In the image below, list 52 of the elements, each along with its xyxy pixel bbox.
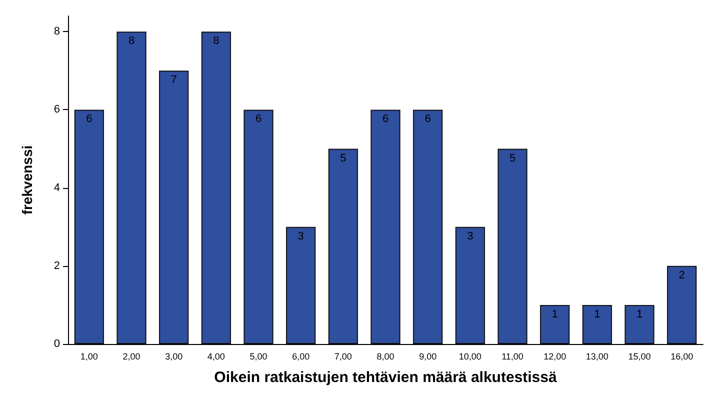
bar <box>370 110 400 344</box>
x-tick-label: 9,00 <box>419 352 437 362</box>
data-label: 3 <box>298 230 304 242</box>
x-tick-label: 5,00 <box>250 352 268 362</box>
data-label: 6 <box>255 113 262 126</box>
y-tick-label: 6 <box>54 104 60 116</box>
bar <box>328 148 358 344</box>
x-tick-label: 8,00 <box>376 352 394 362</box>
data-label: 6 <box>86 113 92 126</box>
y-tick-label: 8 <box>54 26 60 38</box>
x-tick-label: 6,00 <box>292 352 310 362</box>
x-tick-label: 10,00 <box>458 352 482 362</box>
bar <box>540 304 570 344</box>
bar <box>624 304 654 344</box>
x-tick-label: 1,00 <box>80 352 98 362</box>
data-label: 7 <box>170 74 177 86</box>
bar <box>498 148 528 344</box>
data-label: 8 <box>213 35 220 48</box>
x-tick-label: 15,00 <box>628 352 651 362</box>
bar <box>201 32 231 344</box>
data-label: 3 <box>467 230 474 242</box>
data-label: 6 <box>382 113 389 126</box>
x-tick-label: 16,00 <box>670 352 694 362</box>
bar <box>413 110 443 344</box>
x-tick-label: 4,00 <box>207 352 225 362</box>
y-axis-title: frekvenssi <box>19 145 35 215</box>
data-label: 8 <box>128 35 135 48</box>
y-tick-label: 4 <box>54 182 60 194</box>
bar <box>582 304 612 344</box>
x-axis-title: Oikein ratkaistujen tehtävien määrä alkutestissä <box>214 369 558 386</box>
x-tick-label: 12,00 <box>544 352 566 362</box>
data-label: 1 <box>594 308 600 320</box>
data-label: 6 <box>424 113 431 126</box>
bar <box>286 226 316 344</box>
data-label: 1 <box>636 308 643 320</box>
x-tick-label: 7,00 <box>334 352 352 362</box>
bar <box>74 110 104 344</box>
bar <box>159 70 189 344</box>
x-tick-label: 13,00 <box>586 352 608 362</box>
bar <box>667 266 697 344</box>
data-label: 1 <box>552 308 558 320</box>
bar <box>455 226 485 344</box>
x-tick-label: 2,00 <box>122 352 140 362</box>
y-tick-label: 2 <box>54 260 60 272</box>
x-tick-label: 11,00 <box>502 352 524 362</box>
bar <box>244 110 274 344</box>
data-label: 5 <box>340 152 346 164</box>
data-label: 2 <box>678 269 685 282</box>
data-label: 5 <box>509 152 516 164</box>
x-tick-label: 3,00 <box>165 352 183 362</box>
y-tick-label: 0 <box>54 338 60 350</box>
bar <box>116 32 146 344</box>
